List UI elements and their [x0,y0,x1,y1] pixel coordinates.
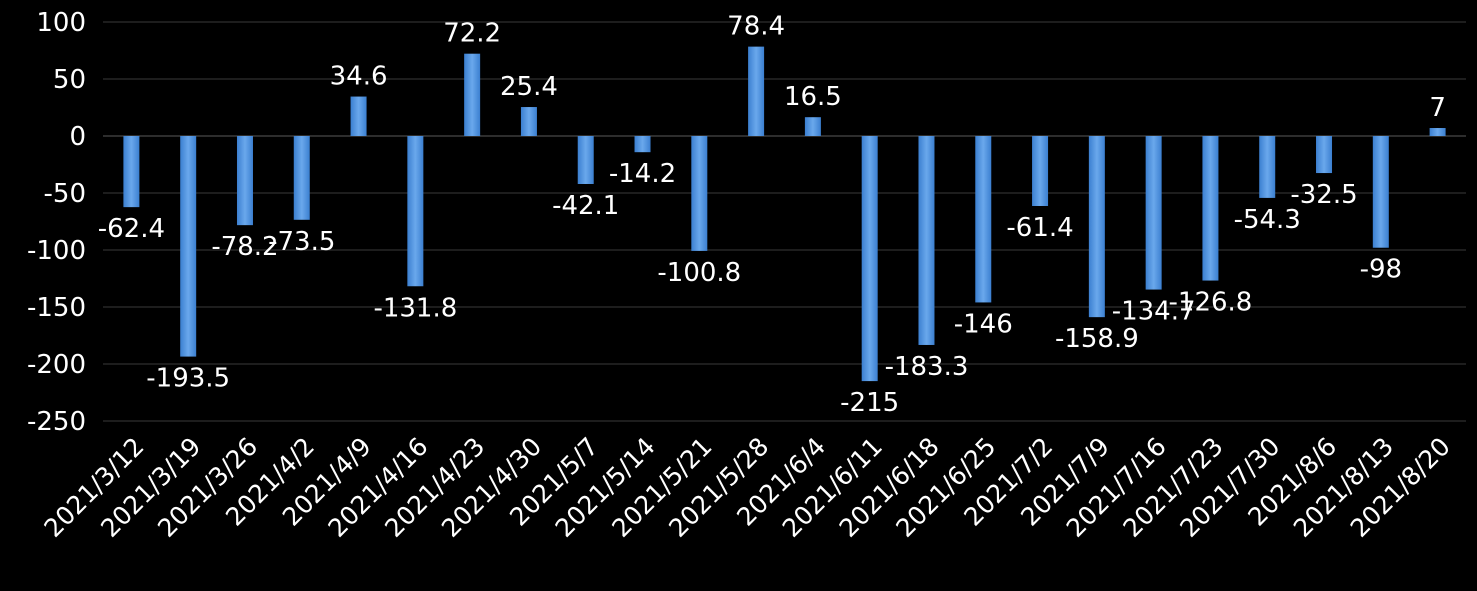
data-label: -62.4 [98,214,165,244]
bar-2021-5-21 [691,136,708,251]
bars [123,46,1446,382]
data-label: -54.3 [1234,205,1301,235]
y-tick-label: 0 [69,122,86,152]
gridlines [103,21,1466,422]
data-label: -14.2 [609,159,676,189]
y-tick-label: -250 [27,407,86,437]
data-label: -42.1 [552,191,619,221]
data-label: -98 [1360,255,1402,285]
data-label: -158.9 [1055,324,1139,354]
bar-2021-7-9 [1088,136,1105,318]
data-label: -61.4 [1006,213,1073,243]
bar-2021-4-30 [520,107,537,136]
data-labels: -62.4 -193.5 -78.2-73.5 34.6 -131.8 72.2 25.4 -… [98,12,1446,418]
data-label: -32.5 [1290,180,1357,210]
data-label: -134.7 [1112,297,1196,327]
bar-2021-7-16 [1145,136,1162,290]
bar-2021-5-28 [748,46,765,136]
bar-2021-6-4 [804,117,821,136]
bar-2021-3-19 [180,136,197,357]
x-axis-ticks: 2021/3/122021/3/192021/3/262021/4/22021/… [38,432,1455,543]
data-label: -131.8 [373,293,457,323]
bar-2021-4-2 [293,136,310,220]
bar-2021-6-25 [975,136,992,303]
data-label: -100.8 [657,258,741,288]
data-label: -183.3 [885,352,969,382]
bar-2021-8-6 [1316,136,1333,174]
y-tick-label: -200 [27,350,86,380]
y-tick-label: -100 [27,236,86,266]
y-axis-ticks: 100 50 0 -50 -100 -150 -200 -250 [27,8,86,437]
bar-2021-5-14 [634,136,651,153]
data-label: 7 [1429,93,1446,123]
y-tick-label: -150 [27,293,86,323]
y-tick-label: 100 [36,8,86,38]
bar-2021-6-18 [918,136,935,345]
bar-2021-6-11 [861,136,878,382]
data-label: -193.5 [146,364,230,394]
y-tick-label: 50 [53,65,86,95]
data-label: 25.4 [500,72,558,102]
data-label: 78.4 [727,12,785,42]
y-tick-label: -50 [44,179,86,209]
bar-2021-4-16 [407,136,424,287]
bar-2021-8-20 [1429,128,1446,136]
bar-2021-5-7 [577,136,594,184]
bar-2021-3-12 [123,136,140,208]
bar-2021-7-30 [1259,136,1276,198]
data-label: -78.2 [211,232,278,262]
bar-2021-7-2 [1032,136,1049,206]
bar-2021-8-13 [1372,136,1389,248]
data-label: 72.2 [443,19,501,49]
bar-2021-7-23 [1202,136,1219,281]
data-label: -126.8 [1169,288,1253,318]
data-label: -73.5 [268,227,335,257]
data-label: 34.6 [330,62,388,92]
bar-2021-4-9 [350,96,367,136]
bar-2021-4-23 [464,53,481,136]
data-label: -215 [840,388,899,418]
bar-2021-3-26 [236,136,253,226]
data-label: -146 [954,309,1013,339]
data-label: 16.5 [784,82,842,112]
